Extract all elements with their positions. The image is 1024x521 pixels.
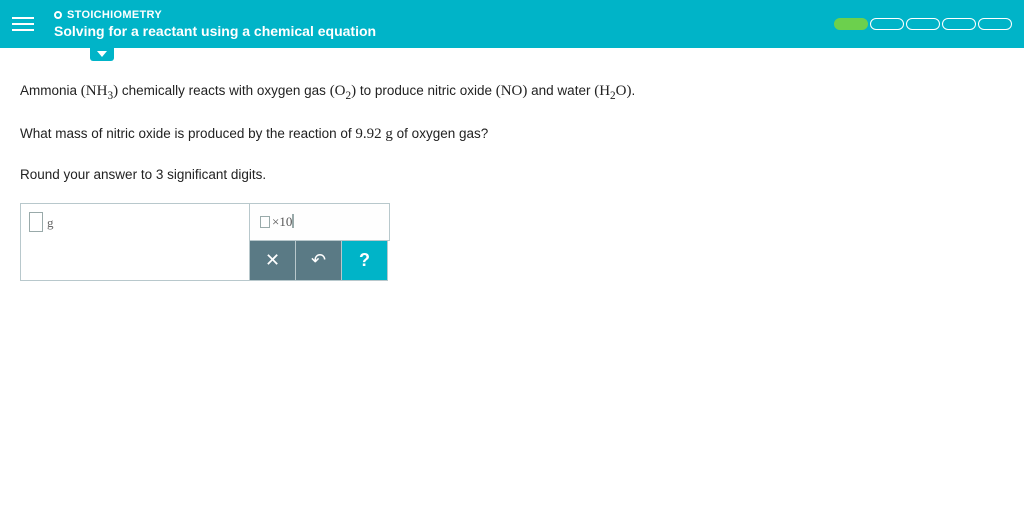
problem-content: Ammonia (NH3) chemically reacts with oxy… (0, 61, 1024, 291)
app-header: STOICHIOMETRY Solving for a reactant usi… (0, 0, 1024, 48)
header-titles: STOICHIOMETRY Solving for a reactant usi… (54, 9, 834, 39)
menu-icon[interactable] (12, 12, 36, 36)
sci-label: ×10 (272, 211, 292, 233)
category-dot-icon (54, 11, 62, 19)
clear-button[interactable]: ✕ (250, 241, 296, 281)
help-button[interactable]: ? (342, 241, 388, 281)
answer-placeholder-icon (29, 212, 43, 232)
text: chemically reacts with oxygen gas (122, 83, 330, 98)
answer-unit: g (47, 212, 54, 234)
mass-value: 9.92 g (355, 126, 393, 142)
coeff-box-icon (260, 216, 270, 228)
answer-input[interactable]: g (20, 203, 250, 281)
exp-box-icon (292, 214, 294, 228)
text: to produce nitric oxide (360, 83, 496, 98)
problem-line-1: Ammonia (NH3) chemically reacts with oxy… (20, 79, 1004, 106)
category-text: STOICHIOMETRY (67, 9, 162, 21)
close-icon: ✕ (265, 245, 280, 276)
progress-seg-3 (906, 18, 940, 30)
formula-o2: (O2) (330, 83, 356, 99)
text: What mass of nitric oxide is produced by… (20, 126, 355, 141)
sci-notation-button[interactable]: ×10 (250, 203, 390, 241)
progress-seg-2 (870, 18, 904, 30)
formula-no: (NO) (496, 83, 528, 99)
progress-seg-1 (834, 18, 868, 30)
text: and water (531, 83, 594, 98)
pointer-tab[interactable] (90, 47, 1024, 61)
chevron-down-icon (97, 51, 107, 57)
help-icon: ? (359, 245, 370, 276)
progress-seg-5 (978, 18, 1012, 30)
header-title: Solving for a reactant using a chemical … (54, 23, 834, 39)
answer-area: g ×10 ✕ ↶ ? (20, 203, 1004, 281)
problem-line-3: Round your answer to 3 significant digit… (20, 164, 1004, 187)
text: of oxygen gas? (393, 126, 488, 141)
text: Ammonia (20, 83, 81, 98)
formula-h2o: (H2O) (594, 83, 631, 99)
undo-icon: ↶ (311, 245, 326, 276)
progress-bar (834, 18, 1012, 30)
undo-button[interactable]: ↶ (296, 241, 342, 281)
header-category: STOICHIOMETRY (54, 9, 834, 21)
action-row: ✕ ↶ ? (250, 241, 390, 281)
progress-seg-4 (942, 18, 976, 30)
formula-nh3: (NH3) (81, 83, 118, 99)
problem-line-2: What mass of nitric oxide is produced by… (20, 122, 1004, 148)
tool-column: ×10 ✕ ↶ ? (250, 203, 390, 281)
